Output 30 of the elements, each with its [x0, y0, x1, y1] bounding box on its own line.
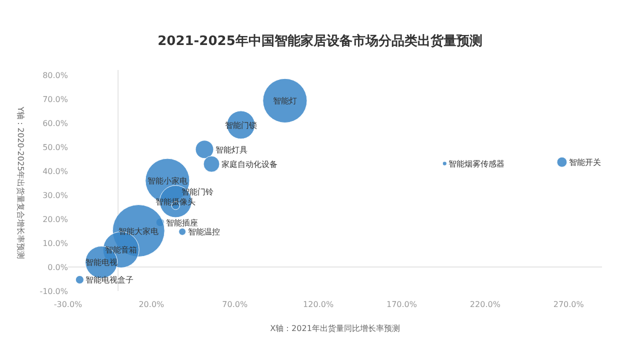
y-tick-label: 60.0%	[42, 119, 68, 128]
x-tick-label: 70.0%	[222, 300, 248, 309]
x-tick-label: 170.0%	[386, 300, 418, 309]
y-tick-label: 30.0%	[42, 191, 68, 200]
annotation: 智能小家电	[147, 176, 188, 186]
y-tick-label: -10.0%	[40, 287, 68, 296]
x-tick-label: 120.0%	[303, 300, 334, 309]
y-tick-label: 50.0%	[42, 143, 68, 152]
y-tick-label: 10.0%	[42, 239, 68, 248]
y-tick-label: 40.0%	[42, 167, 68, 176]
y-tick-label: 20.0%	[42, 215, 68, 224]
x-axis-title: X轴：2021年出货量同比增长率预测	[270, 324, 400, 333]
x-tick-label: 20.0%	[138, 300, 165, 309]
x-tick-label: 220.0%	[470, 300, 501, 309]
annotation: 智能音箱	[105, 246, 138, 255]
annotation: 智能灯	[272, 96, 297, 106]
annotation: 智能电视盒子	[86, 276, 134, 285]
annotation: 智能温控	[188, 228, 220, 237]
chart-title: 2021-2025年中国智能家居设备市场分品类出货量预测	[158, 33, 482, 49]
annotation: 家庭自动化设备	[222, 160, 278, 170]
y-axis-title: Y轴：2020-2025年出货量复合增长率预测	[16, 106, 25, 260]
y-tick-label: 80.0%	[42, 71, 68, 80]
x-tick-label: 270.0%	[553, 300, 584, 309]
annotation: 智能开关	[568, 158, 601, 168]
annotation: 智能插座	[166, 218, 198, 228]
y-tick-label: 0.0%	[48, 263, 68, 272]
y-tick-label: 70.0%	[42, 95, 68, 104]
annotation: 智能灯具	[216, 145, 248, 154]
x-tick-label: -30.0%	[54, 300, 83, 309]
annotation: 智能烟雾传感器	[448, 160, 505, 169]
